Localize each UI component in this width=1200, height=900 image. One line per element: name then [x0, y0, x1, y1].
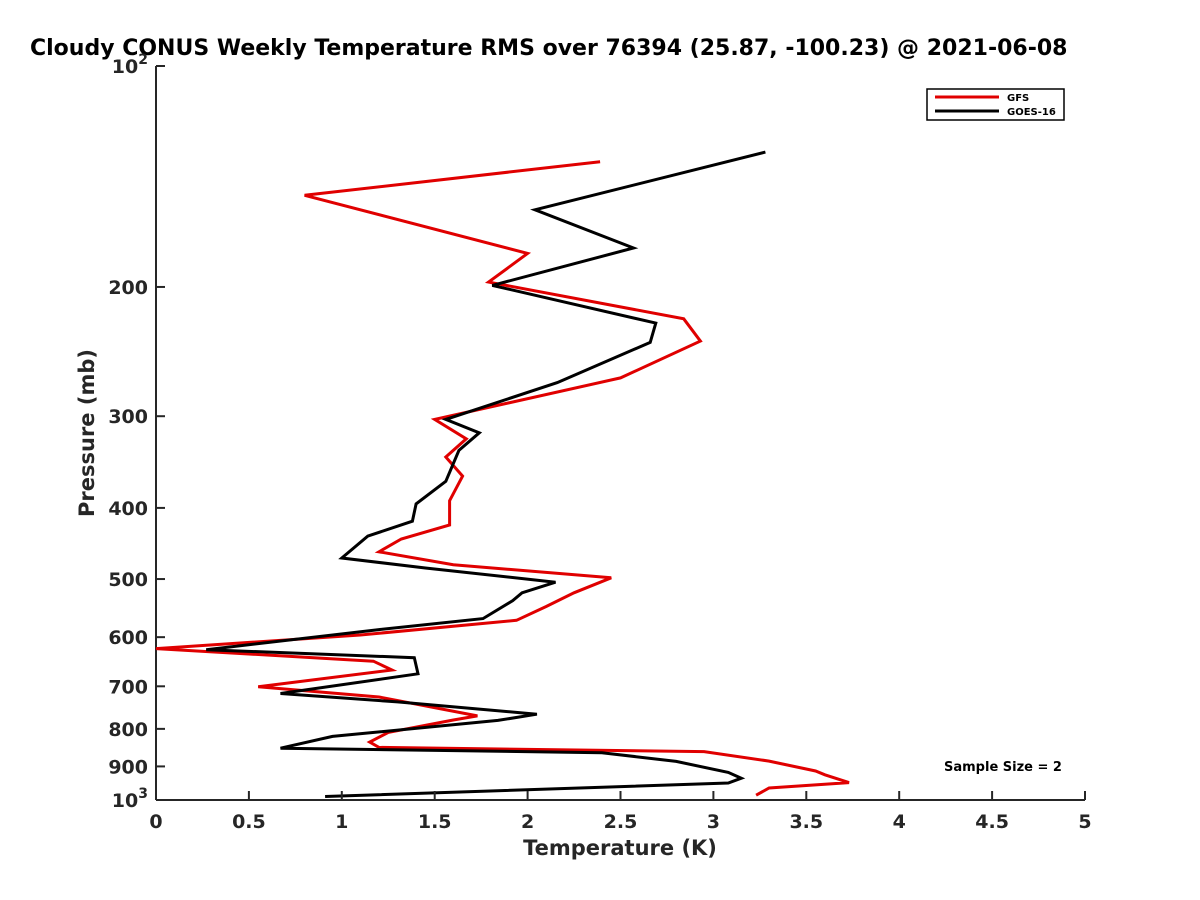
x-axis-ticks: 0 0.5 1 1.5 2 2.5 3 3.5 4 4.5 5 — [149, 791, 1092, 833]
legend-label: GOES-16 — [1007, 107, 1056, 118]
y-tick-label: 800 — [108, 719, 148, 741]
x-tick-label: 2.5 — [604, 811, 638, 833]
x-tick-label: 1 — [335, 811, 348, 833]
sample-size-annotation: Sample Size = 2 — [944, 760, 1062, 775]
y-tick-label: 900 — [108, 756, 148, 778]
y-tick-label: 102 — [112, 52, 148, 78]
x-tick-label: 0 — [149, 811, 162, 833]
y-tick-label: 103 — [112, 786, 148, 812]
x-tick-label: 4 — [893, 811, 906, 833]
y-tick-label: 200 — [108, 277, 148, 299]
x-tick-label: 3.5 — [789, 811, 823, 833]
x-tick-label: 2 — [521, 811, 534, 833]
legend-box — [926, 88, 1065, 121]
series-line-gfs — [155, 160, 850, 797]
legend: GFS GOES-16 — [926, 88, 1065, 121]
legend-label: GFS — [1007, 93, 1029, 104]
x-tick-label: 4.5 — [975, 811, 1009, 833]
y-tick-label: 300 — [108, 406, 148, 428]
series-line-goes-16 — [206, 150, 766, 798]
y-tick-label: 600 — [108, 627, 148, 649]
chart-title: Cloudy CONUS Weekly Temperature RMS over… — [30, 36, 1067, 61]
x-tick-label: 5 — [1078, 811, 1091, 833]
x-tick-label: 3 — [707, 811, 720, 833]
x-tick-label: 1.5 — [418, 811, 452, 833]
y-axis-ticks: 102 200 300 400 500 600 700 800 900 103 — [108, 52, 165, 812]
x-axis-label: Temperature (K) — [523, 836, 717, 860]
y-tick-label: 400 — [108, 498, 148, 520]
y-tick-label: 700 — [108, 676, 148, 698]
y-axis-label: Pressure (mb) — [75, 349, 99, 517]
x-tick-label: 0.5 — [232, 811, 266, 833]
series-layer — [155, 150, 850, 798]
y-tick-label: 500 — [108, 569, 148, 591]
